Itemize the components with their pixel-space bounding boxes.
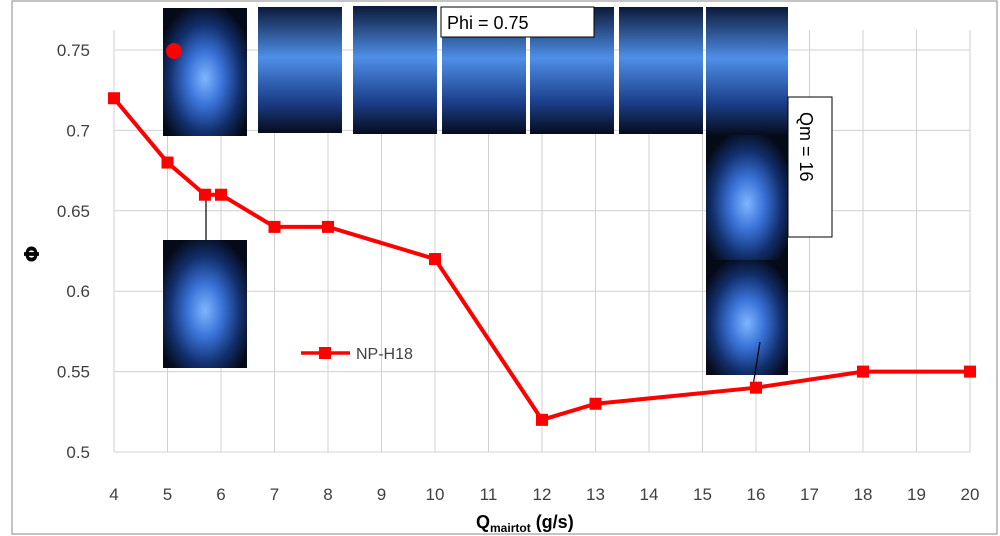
x-tick-label-5: 9 xyxy=(377,485,386,504)
data-point-8 xyxy=(589,397,602,410)
qm-annotation-text: Qm = 16 xyxy=(796,112,816,182)
x-tick-labels: 4 5 6 7 8 9 10 11 12 13 14 15 16 17 18 19 20 xyxy=(109,485,979,504)
y-tick-label-4: 0.7 xyxy=(66,121,90,140)
x-tick-label-15: 19 xyxy=(907,485,926,504)
x-tick-label-13: 17 xyxy=(800,485,819,504)
y-tick-label-1: 0.55 xyxy=(57,363,90,382)
chart-outer-border xyxy=(11,0,998,535)
phi-annotation-text: Phi = 0.75 xyxy=(447,13,529,33)
x-tick-label-16: 20 xyxy=(961,485,980,504)
series-np-h18 xyxy=(108,92,976,426)
x-tick-label-2: 6 xyxy=(216,485,225,504)
phi-annotation: Phi = 0.75 xyxy=(440,6,595,38)
flame-photo-9 xyxy=(706,260,788,375)
phi-annotation-box xyxy=(440,6,595,38)
y-tick-label-3: 0.65 xyxy=(57,202,90,221)
data-point-0 xyxy=(108,92,120,105)
x-axis-label: Qmairtot (g/s) xyxy=(476,512,574,535)
flame-photo-1 xyxy=(163,8,247,136)
flame-photo-7 xyxy=(706,7,788,135)
x-tick-label-6: 10 xyxy=(426,485,445,504)
flame-photo-3 xyxy=(353,6,437,134)
flame-photo-strip xyxy=(163,6,788,375)
data-point-2 xyxy=(198,188,211,201)
data-point-4 xyxy=(268,220,281,233)
flame-photo-6 xyxy=(619,7,703,134)
y-axis-label: Φ xyxy=(20,245,44,262)
legend: NP-H18 xyxy=(301,346,413,363)
x-tick-label-8: 12 xyxy=(533,485,552,504)
data-point-1 xyxy=(161,156,174,169)
data-point-7 xyxy=(536,413,548,426)
x-tick-label-7: 11 xyxy=(480,485,498,504)
x-axis-label-sub: mairtot xyxy=(490,521,531,535)
x-tick-label-1: 5 xyxy=(163,485,172,504)
legend-marker xyxy=(319,347,331,359)
data-point-10 xyxy=(857,365,869,378)
x-tick-label-10: 14 xyxy=(640,485,659,504)
data-point-3 xyxy=(215,188,227,201)
x-tick-label-3: 7 xyxy=(270,485,279,504)
phi-marker-dot xyxy=(166,43,182,59)
qm-annotation: Qm = 16 xyxy=(787,96,833,238)
data-point-11 xyxy=(964,365,976,378)
y-tick-label-0: 0.5 xyxy=(66,443,90,462)
x-axis-label-unit: (g/s) xyxy=(531,512,574,532)
x-tick-label-14: 18 xyxy=(854,485,873,504)
y-tick-labels: 0.5 0.55 0.6 0.65 0.7 0.75 xyxy=(57,41,90,462)
legend-label: NP-H18 xyxy=(356,346,413,363)
x-tick-label-4: 8 xyxy=(323,485,332,504)
data-point-5 xyxy=(322,220,334,233)
x-tick-label-12: 16 xyxy=(747,485,766,504)
x-tick-label-9: 13 xyxy=(586,485,605,504)
flame-photo-2 xyxy=(258,7,342,133)
data-point-9 xyxy=(750,381,762,394)
flame-photo-10 xyxy=(163,240,247,368)
series-line-0 xyxy=(112,96,970,422)
x-tick-label-0: 4 xyxy=(109,485,118,504)
y-tick-label-5: 0.75 xyxy=(57,41,90,60)
flame-photo-8 xyxy=(706,135,788,260)
y-tick-label-2: 0.6 xyxy=(66,282,90,301)
x-axis-label-main: Q xyxy=(476,512,490,532)
qm-annotation-box xyxy=(787,96,833,238)
x-tick-label-11: 15 xyxy=(693,485,712,504)
data-point-6 xyxy=(429,253,441,266)
